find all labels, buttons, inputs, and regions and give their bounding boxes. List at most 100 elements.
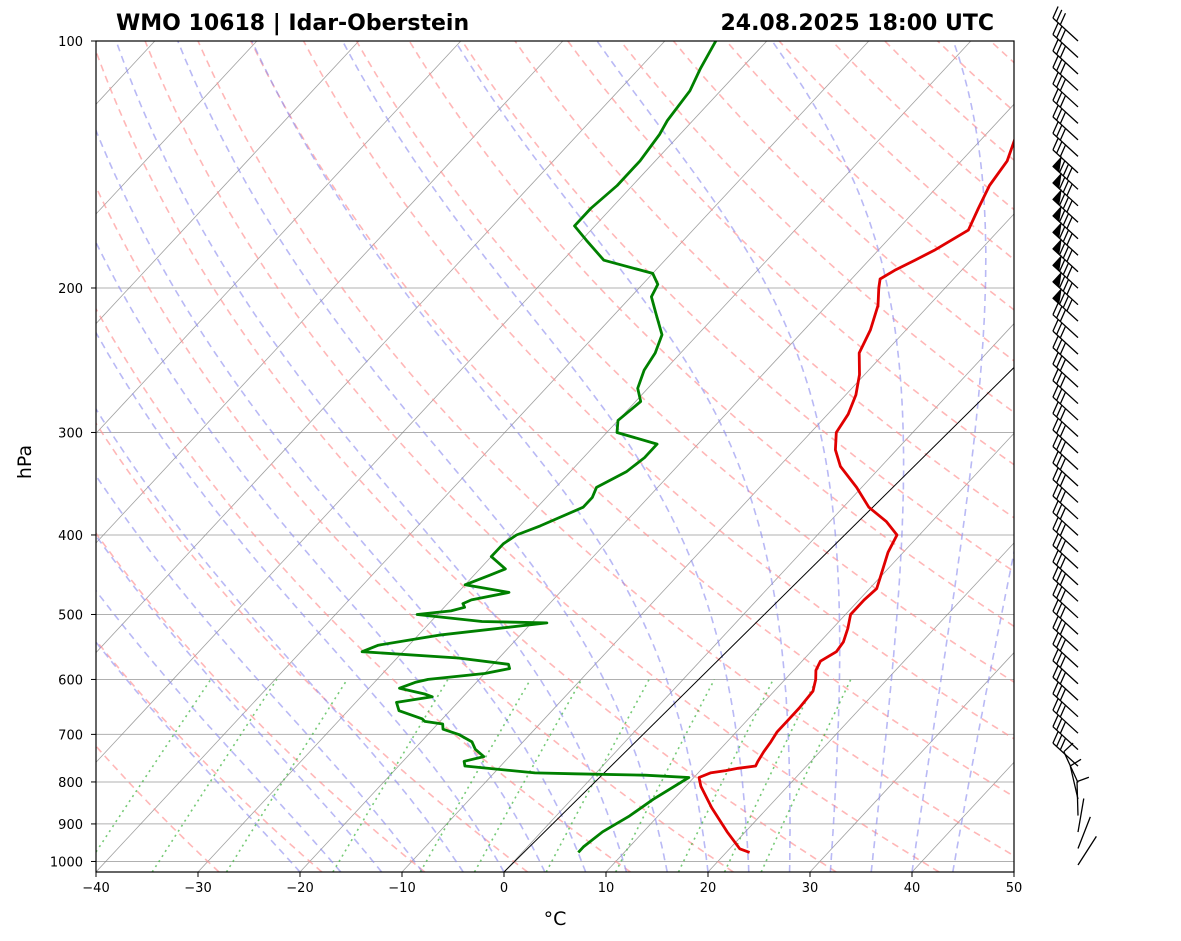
mixing-ratio-line bbox=[723, 679, 818, 872]
wind-barb bbox=[1052, 254, 1079, 289]
y-tick-label: 100 bbox=[58, 35, 83, 50]
wind-barb bbox=[1052, 6, 1079, 42]
dry-adiabat bbox=[144, 41, 940, 872]
wind-barb bbox=[1077, 836, 1097, 866]
moist-adiabat bbox=[952, 548, 1014, 872]
wind-barb bbox=[1052, 335, 1079, 372]
dewpoint-profile-line bbox=[360, 41, 718, 854]
x-tick-label: 10 bbox=[598, 881, 615, 896]
isotherm-line bbox=[707, 542, 1014, 872]
dry-adiabat bbox=[355, 41, 1014, 683]
wind-barb bbox=[1052, 352, 1079, 388]
y-tick-label: 600 bbox=[58, 673, 83, 688]
moist-adiabat bbox=[96, 128, 587, 872]
x-tick-label: 50 bbox=[1006, 881, 1023, 896]
moist-adiabat bbox=[341, 41, 750, 872]
wind-barb bbox=[1052, 566, 1079, 602]
isotherm-line bbox=[96, 41, 360, 325]
wind-barb bbox=[1052, 665, 1079, 701]
isotherm-line bbox=[605, 432, 1014, 872]
isotherm-line bbox=[96, 41, 666, 654]
mixing-ratio-line bbox=[225, 678, 348, 872]
isotherm-line bbox=[197, 41, 972, 872]
dry-adiabat bbox=[96, 531, 426, 872]
y-tick-label: 200 bbox=[58, 282, 83, 297]
wind-barb bbox=[1052, 632, 1079, 668]
dry-adiabat bbox=[567, 41, 1014, 466]
wind-barb bbox=[1052, 319, 1079, 355]
dry-adiabat bbox=[96, 307, 631, 872]
isotherm-line bbox=[809, 652, 1014, 872]
wind-barb bbox=[1052, 698, 1079, 734]
wind-barb bbox=[1052, 121, 1079, 157]
wind-barb bbox=[1052, 434, 1079, 470]
wind-barb bbox=[1052, 188, 1079, 223]
wind-barb bbox=[1076, 776, 1090, 816]
y-tick-label: 700 bbox=[58, 728, 83, 743]
y-tick-label: 900 bbox=[58, 818, 83, 833]
x-tick-label: −30 bbox=[184, 881, 211, 896]
moist-adiabat bbox=[115, 41, 628, 872]
dry-adiabat bbox=[989, 41, 1014, 64]
dry-adiabat bbox=[250, 41, 1014, 798]
isotherm-line bbox=[1013, 871, 1014, 872]
x-tick-label: −20 bbox=[286, 881, 313, 896]
moist-adiabat bbox=[96, 589, 342, 872]
mixing-ratio-line bbox=[473, 679, 583, 872]
wind-barb bbox=[1069, 758, 1082, 800]
isotherm-line bbox=[96, 41, 870, 872]
mixing-ratio-line bbox=[96, 678, 212, 854]
isotherm-line bbox=[96, 41, 462, 434]
moist-adiabat bbox=[596, 41, 841, 872]
dry-adiabat bbox=[672, 41, 1014, 362]
wind-barb bbox=[1052, 484, 1079, 520]
wind-barb bbox=[1052, 368, 1079, 405]
chart-title-station: WMO 10618 | Idar-Oberstein bbox=[116, 11, 469, 36]
wind-barb bbox=[1052, 105, 1079, 141]
wind-barb bbox=[1052, 500, 1079, 536]
isotherm-line bbox=[1116, 41, 1181, 872]
mixing-ratio-line bbox=[332, 678, 449, 872]
moist-adiabat bbox=[96, 534, 383, 872]
moist-adiabat bbox=[911, 41, 987, 872]
wind-barb bbox=[1052, 39, 1079, 75]
temperature-profile-line bbox=[697, 137, 1014, 854]
x-tick-label: 30 bbox=[802, 881, 819, 896]
dry-adiabat bbox=[408, 41, 1014, 628]
dry-adiabat bbox=[619, 41, 1014, 414]
wind-barb bbox=[1052, 714, 1079, 751]
isotherm-line bbox=[401, 213, 1014, 872]
wind-barb bbox=[1052, 533, 1079, 569]
x-tick-label: 40 bbox=[904, 881, 921, 896]
wind-barb bbox=[1052, 55, 1079, 91]
wind-barb bbox=[1052, 221, 1079, 256]
isotherm-line bbox=[96, 41, 768, 763]
wind-barb bbox=[1052, 583, 1079, 619]
y-tick-label: 800 bbox=[58, 776, 83, 791]
moist-adiabat bbox=[96, 407, 464, 872]
dry-adiabat bbox=[197, 41, 1014, 857]
chart-title-datetime: 24.08.2025 18:00 UTC bbox=[720, 11, 994, 36]
plot-area bbox=[96, 41, 1181, 872]
y-axis-label: hPa bbox=[14, 445, 36, 479]
dry-adiabat bbox=[96, 421, 529, 872]
wind-barb bbox=[1077, 816, 1091, 849]
dry-adiabat bbox=[778, 41, 1014, 261]
plot-frame bbox=[95, 40, 1015, 873]
wind-barb bbox=[1052, 599, 1079, 635]
wind-barb bbox=[1052, 302, 1079, 339]
wind-barbs bbox=[1052, 6, 1097, 866]
mixing-ratio-line bbox=[419, 679, 532, 872]
mixing-ratio-line bbox=[677, 679, 775, 872]
moist-adiabat bbox=[96, 640, 301, 872]
dry-adiabat bbox=[96, 639, 323, 872]
dry-adiabat bbox=[302, 41, 1014, 740]
wind-barb bbox=[1052, 72, 1079, 108]
wind-barb bbox=[1052, 550, 1079, 586]
wind-barb bbox=[1052, 451, 1079, 487]
x-axis-label: °C bbox=[544, 908, 567, 930]
dry-adiabat bbox=[725, 41, 1014, 311]
y-tick-label: 400 bbox=[58, 529, 83, 544]
wind-barb bbox=[1052, 467, 1079, 503]
